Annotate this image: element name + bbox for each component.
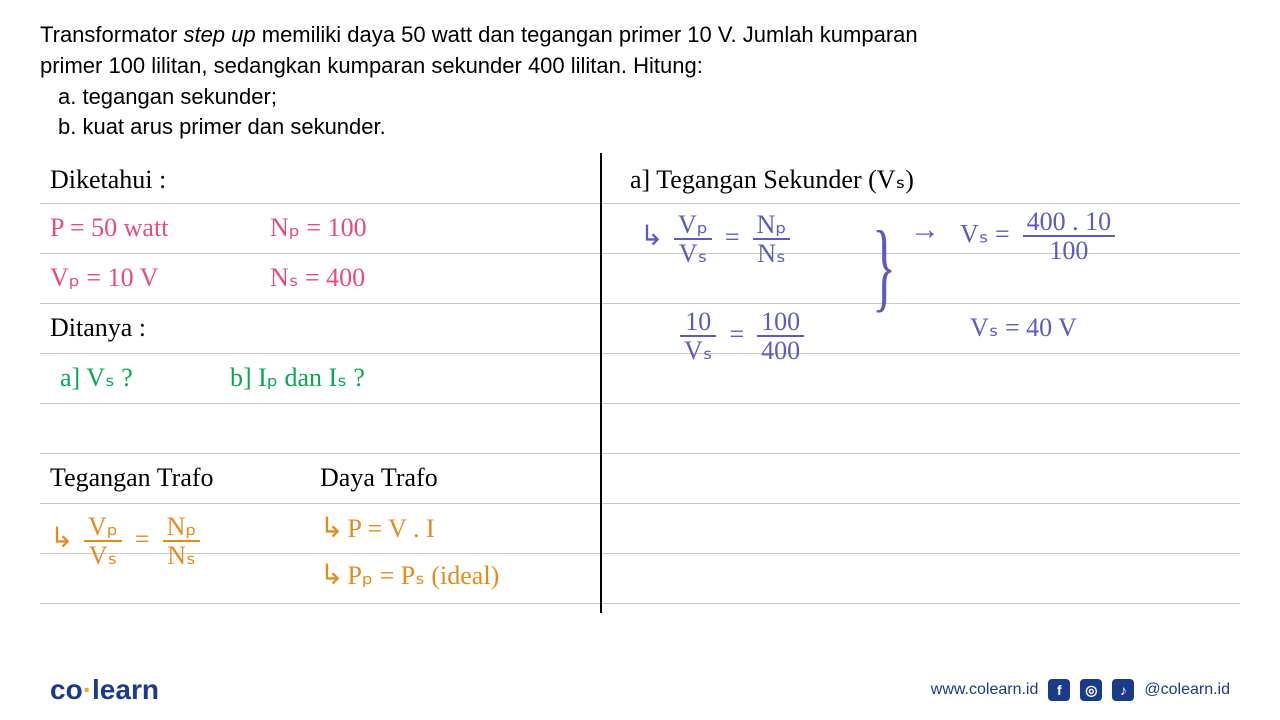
ans-a-title: a] Tegangan Sekunder (Vₛ) [630,165,914,195]
ruled-line [40,553,1240,554]
teg-trafo-label: Tegangan Trafo [50,463,214,493]
ans-formula-2: 10Vₛ = 100400 [680,308,804,365]
ans-formula-1: ↳ VₚVₛ = NₚNₛ [640,211,790,268]
ruled-line [40,353,1240,354]
logo: co·learn [50,674,159,706]
ruled-line [40,453,1240,454]
ruled-line [40,503,1240,504]
footer-handle: @colearn.id [1144,681,1230,699]
q-line1a: Transformator [40,22,183,47]
arrow-hook-icon: ↳ [320,558,343,592]
given-vp: Vₚ = 10 V [50,263,158,293]
daya-trafo-label: Daya Trafo [320,463,438,493]
footer: co·learn www.colearn.id f ◎ ♪ @colearn.i… [0,660,1280,720]
asked-a: a] Vₛ ? [60,363,133,393]
ans-result: Vₛ = 40 V [970,313,1077,343]
facebook-icon: f [1048,679,1070,701]
logo-dot-icon: · [83,674,92,705]
q-item-a: a. tegangan sekunder; [58,82,1240,113]
q-line2: primer 100 lilitan, sedangkan kumparan s… [40,51,1240,82]
curly-brace-icon: } [872,208,896,323]
logo-part-a: co [50,674,83,705]
given-np: Nₚ = 100 [270,213,367,243]
ans-calc: Vₛ = 400 . 10100 [960,208,1115,265]
ruled-line [40,603,1240,604]
q-line1b: memiliki daya 50 watt dan tegangan prime… [256,22,918,47]
work-area: Diketahui : P = 50 watt Nₚ = 100 Vₚ = 10… [40,153,1240,633]
arrow-right-icon: → [910,213,940,247]
ditanya-label: Ditanya : [50,313,146,343]
footer-url: www.colearn.id [931,681,1039,699]
arrow-hook-icon: ↳ [640,219,663,253]
formula-pvi: ↳P = V . I [320,511,435,545]
ruled-line [40,203,1240,204]
tiktok-icon: ♪ [1112,679,1134,701]
asked-b: b] Iₚ dan Iₛ ? [230,363,365,393]
given-ns: Nₛ = 400 [270,263,365,293]
diketahui-label: Diketahui : [50,165,166,195]
ruled-line [40,403,1240,404]
formula-vp-vs: ↳ VₚVₛ = NₚNₛ [50,513,200,570]
q-item-b: b. kuat arus primer dan sekunder. [58,112,1240,143]
ruled-line [40,303,1240,304]
arrow-hook-icon: ↳ [50,521,73,555]
given-p: P = 50 watt [50,213,168,243]
logo-part-b: learn [92,674,159,705]
vertical-divider [600,153,602,613]
q-italic: step up [183,22,255,47]
instagram-icon: ◎ [1080,679,1102,701]
question-block: Transformator step up memiliki daya 50 w… [0,0,1280,153]
arrow-hook-icon: ↳ [320,511,343,545]
formula-pp-ps: ↳Pₚ = Pₛ (ideal) [320,558,499,592]
footer-right: www.colearn.id f ◎ ♪ @colearn.id [931,679,1230,701]
